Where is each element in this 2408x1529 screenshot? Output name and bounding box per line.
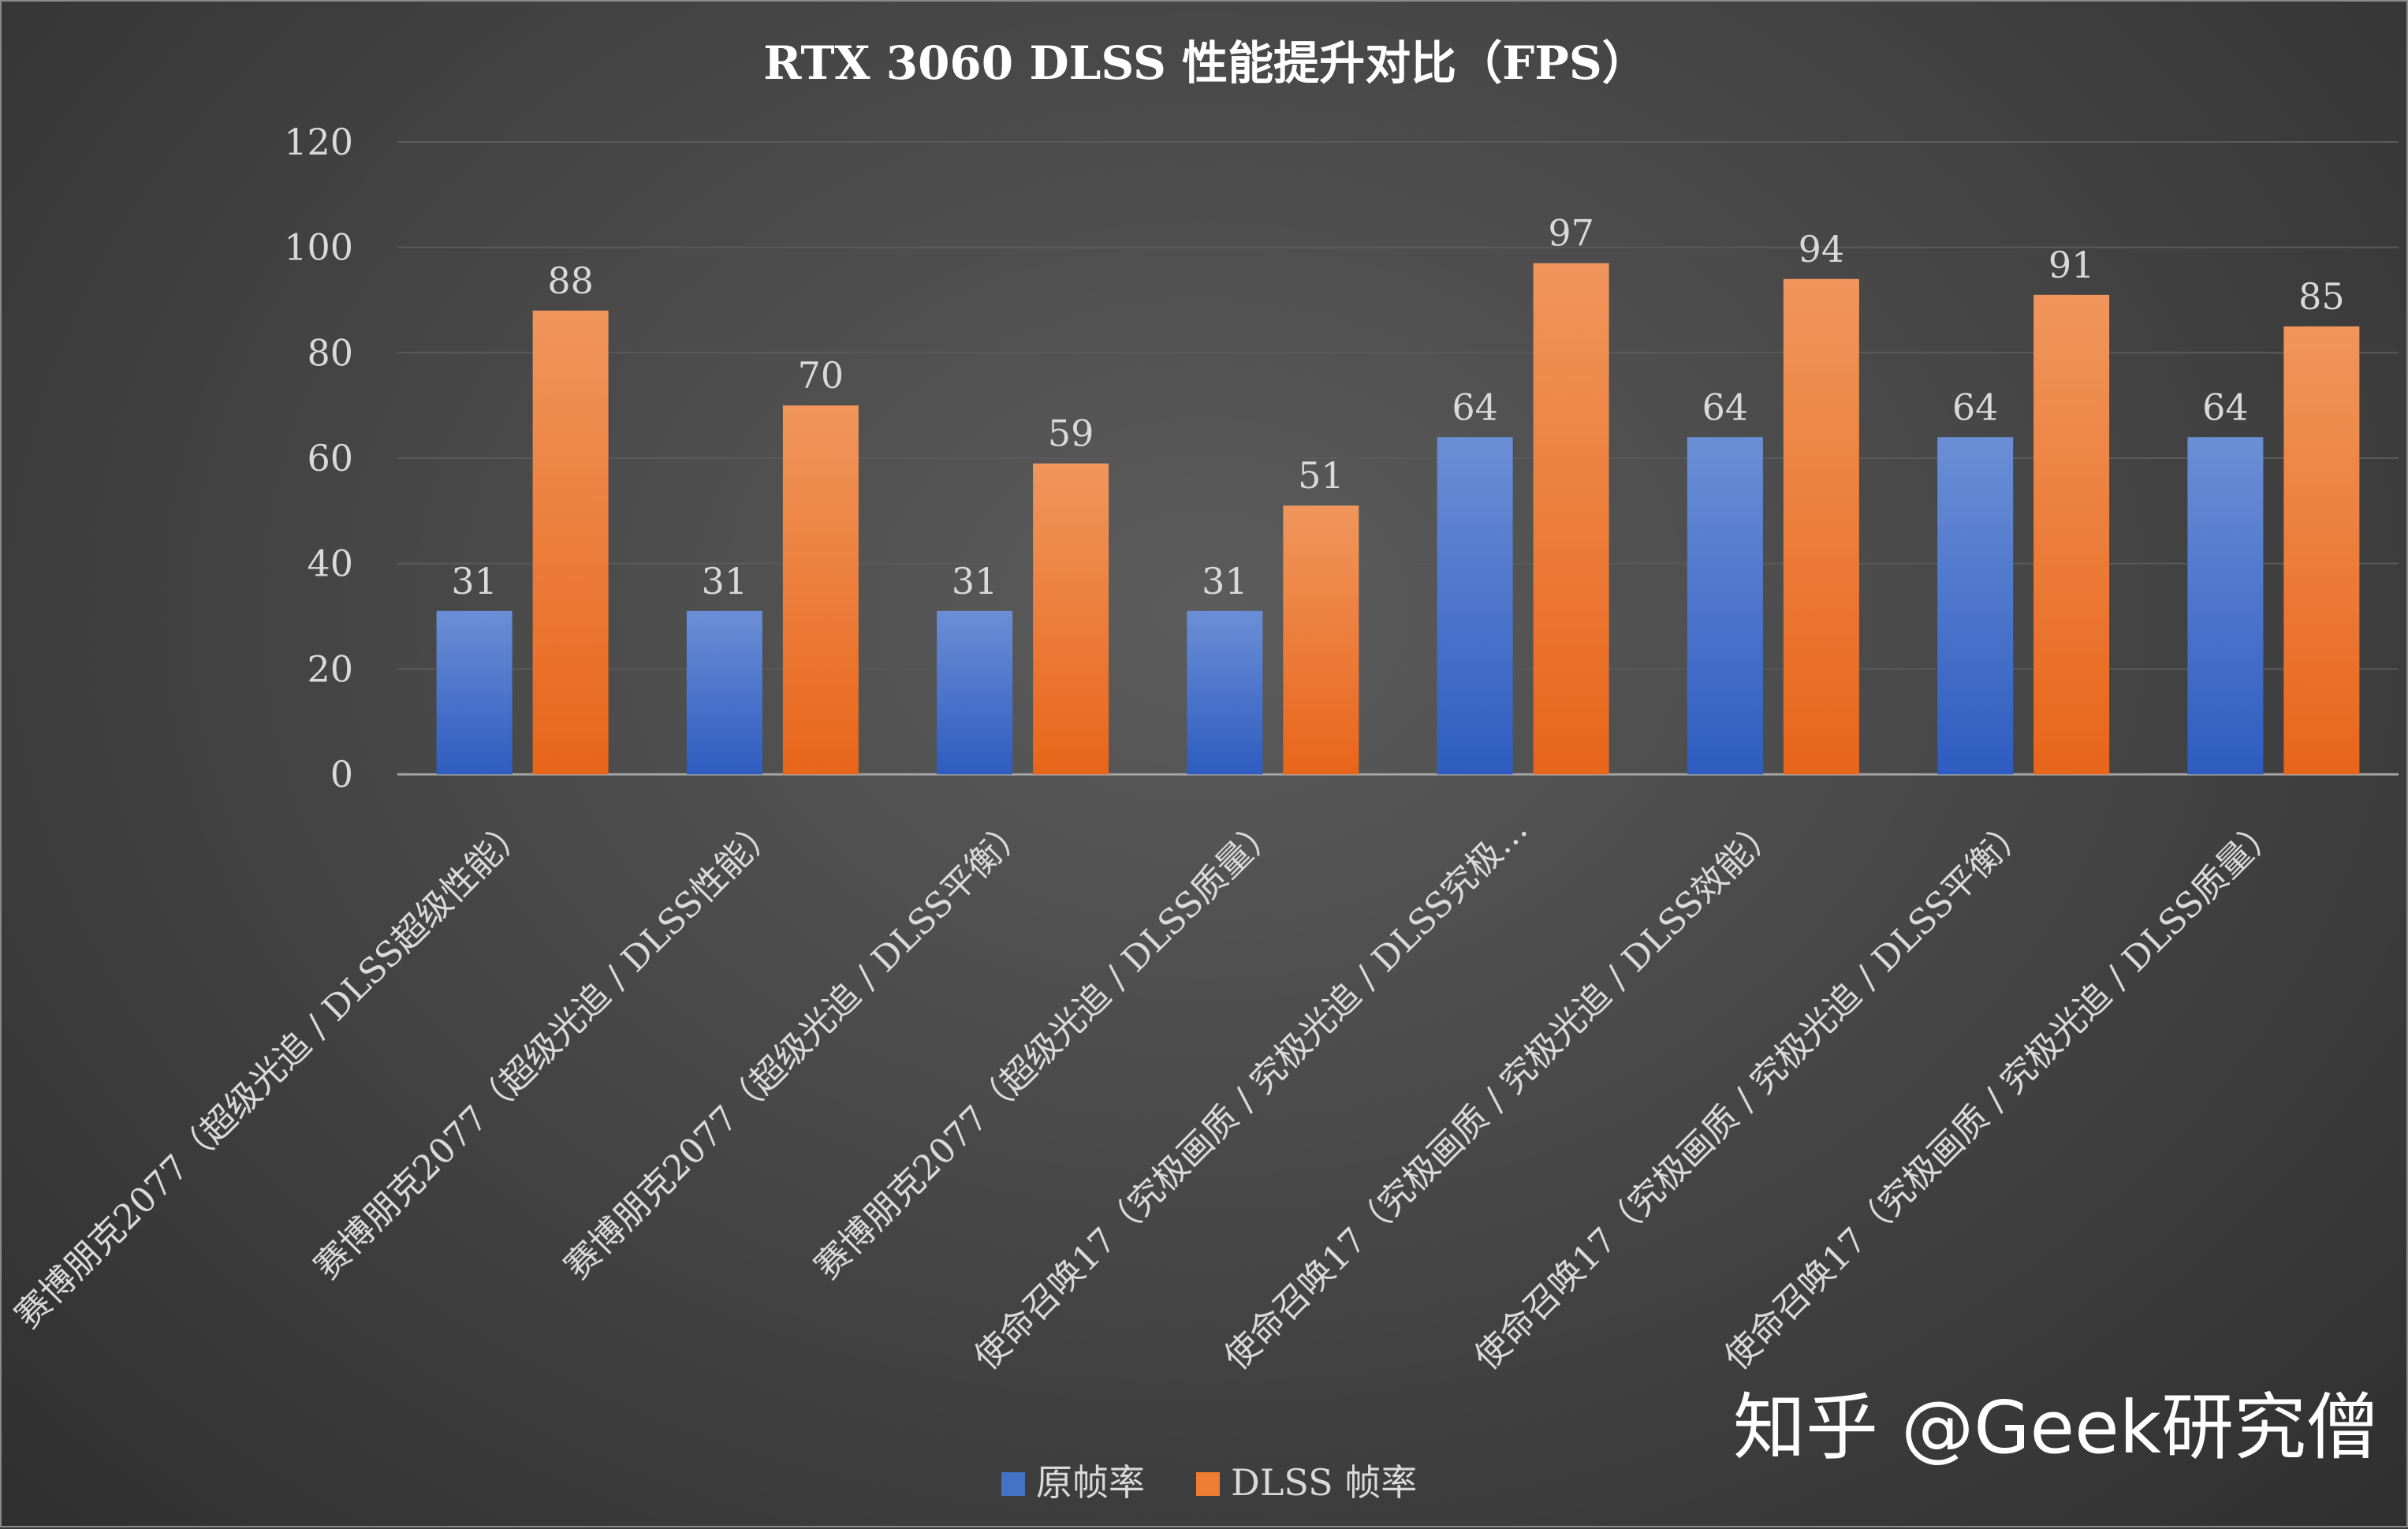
bar-dlss-fps bbox=[1283, 505, 1359, 774]
watermark-text: 知乎 @Geek研究僧 bbox=[1733, 1385, 2379, 1470]
data-labels: 31 88 31 70 31 59 31 51 64 97 64 94 64 91 64 85 bbox=[451, 212, 2344, 602]
bar-dlss-fps bbox=[782, 405, 859, 774]
data-label: 59 bbox=[1048, 412, 1094, 455]
bar-original-fps bbox=[937, 610, 1013, 774]
data-label: 31 bbox=[702, 560, 748, 602]
legend-label-original-fps: 原帧率 bbox=[1036, 1461, 1145, 1504]
legend-swatch-original-fps bbox=[1001, 1472, 1025, 1496]
data-label: 94 bbox=[1799, 228, 1845, 270]
legend-label-dlss-fps: DLSS 帧率 bbox=[1231, 1461, 1417, 1504]
legend: 原帧率 DLSS 帧率 bbox=[1001, 1461, 1417, 1504]
category-label: 赛博朋克2077（超级光追 / DLSS质量） bbox=[807, 809, 1286, 1288]
category-label: 使命召唤17（究极画质 / 究极光追 / DLSS质量） bbox=[1717, 809, 2286, 1378]
bar-original-fps bbox=[436, 610, 513, 774]
category-label: 赛博朋克2077（超级光追 / DLSS超级性能） bbox=[8, 809, 535, 1337]
data-label: 85 bbox=[2298, 275, 2345, 318]
y-tick-label: 80 bbox=[307, 331, 353, 374]
data-label: 88 bbox=[547, 259, 594, 302]
data-label: 64 bbox=[2202, 386, 2249, 428]
category-label: 使命召唤17（究极画质 / 究极光追 / DLSS平衡） bbox=[1467, 809, 2036, 1378]
bars bbox=[436, 263, 2360, 775]
bar-dlss-fps bbox=[532, 310, 609, 774]
data-label: 51 bbox=[1298, 454, 1344, 497]
y-tick-label: 100 bbox=[284, 226, 353, 269]
data-label: 64 bbox=[1452, 386, 1498, 428]
data-label: 64 bbox=[1952, 386, 1999, 428]
bar-original-fps bbox=[1937, 437, 2014, 774]
bar-dlss-fps bbox=[2283, 326, 2360, 775]
data-label: 70 bbox=[798, 354, 844, 397]
y-tick-label: 60 bbox=[307, 437, 353, 479]
y-tick-label: 0 bbox=[330, 753, 353, 796]
category-label: 使命召唤17（究极画质 / 究极光追 / DLSS究极… bbox=[967, 809, 1536, 1378]
y-axis-ticks: 0 20 40 60 80 100 120 bbox=[284, 121, 353, 796]
data-label: 31 bbox=[952, 560, 998, 602]
data-label: 31 bbox=[1202, 560, 1248, 602]
chart-title: RTX 3060 DLSS 性能提升对比（FPS） bbox=[763, 36, 1648, 90]
y-tick-label: 40 bbox=[307, 543, 353, 585]
bar-original-fps bbox=[1437, 437, 1513, 774]
bar-original-fps bbox=[686, 610, 762, 774]
bar-dlss-fps bbox=[2033, 294, 2110, 775]
bar-original-fps bbox=[2187, 437, 2264, 774]
bar-original-fps bbox=[1687, 437, 1763, 774]
data-label: 31 bbox=[451, 560, 498, 602]
bar-original-fps bbox=[1187, 610, 1263, 774]
y-tick-label: 20 bbox=[307, 647, 353, 690]
category-label: 使命召唤17（究极画质 / 究极光追 / DLSS效能） bbox=[1217, 809, 1786, 1378]
y-tick-label: 120 bbox=[284, 121, 353, 163]
x-axis-categories: 赛博朋克2077（超级光追 / DLSS超级性能）赛博朋克2077（超级光追 /… bbox=[8, 809, 2287, 1378]
category-label: 赛博朋克2077（超级光追 / DLSS平衡） bbox=[557, 809, 1035, 1288]
data-label: 64 bbox=[1702, 386, 1749, 428]
category-label: 赛博朋克2077（超级光追 / DLSS性能） bbox=[307, 809, 785, 1288]
data-label: 91 bbox=[2048, 244, 2095, 286]
bar-dlss-fps bbox=[1033, 463, 1109, 774]
data-label: 97 bbox=[1548, 212, 1594, 255]
bar-dlss-fps bbox=[1533, 263, 1609, 774]
legend-swatch-dlss-fps bbox=[1196, 1472, 1220, 1496]
bar-dlss-fps bbox=[1783, 278, 1859, 774]
